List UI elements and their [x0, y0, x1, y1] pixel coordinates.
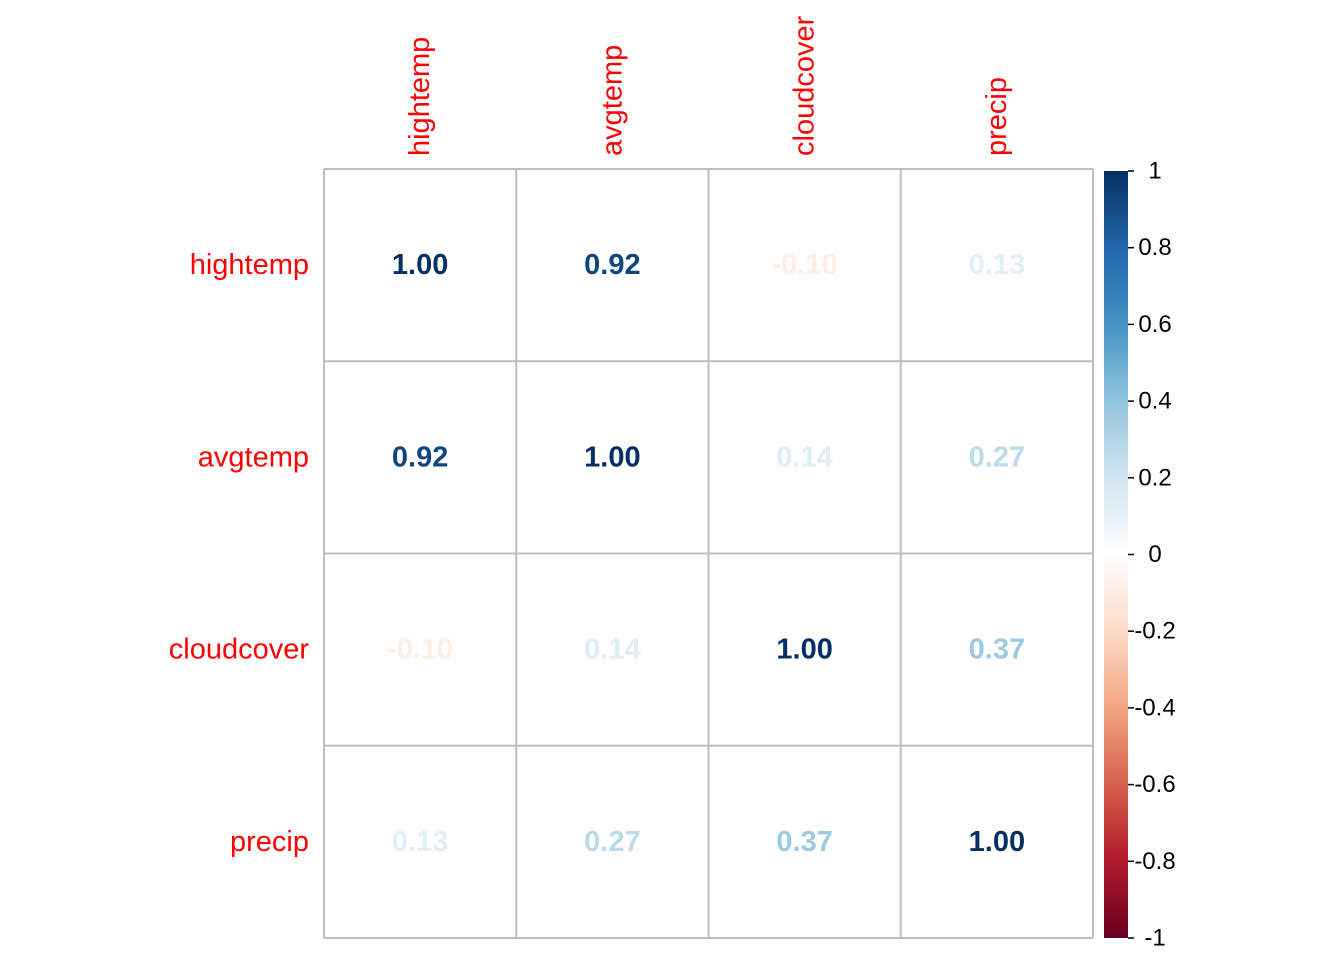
colorbar-tick-label: 0	[1148, 541, 1161, 568]
column-labels: hightemp avgtemp cloudcover precip	[404, 15, 1013, 156]
row-label: precip	[230, 826, 309, 858]
cell-value-label: 0.13	[969, 249, 1025, 281]
cell-value-label: 0.14	[776, 441, 832, 473]
cell-value-label: -0.10	[387, 634, 453, 666]
colorbar-tick-label: 1	[1148, 158, 1161, 185]
grid-lines	[323, 168, 1094, 939]
colorbar-gradient	[1104, 171, 1128, 938]
column-label: cloudcover	[789, 15, 821, 156]
colorbar-tick-label: 0.8	[1138, 234, 1171, 261]
cell-value-label: 0.37	[969, 634, 1025, 666]
colorbar-tick-label: 0.6	[1138, 311, 1171, 338]
cell-value-label: 0.92	[584, 249, 640, 281]
cell-value-label: 1.00	[584, 441, 640, 473]
colorbar-tick-label: -0.2	[1134, 618, 1175, 645]
cell-value-label: 1.00	[776, 634, 832, 666]
colorbar-tick-label: -1	[1144, 925, 1165, 952]
column-label: hightemp	[404, 37, 436, 156]
row-label: avgtemp	[198, 441, 309, 473]
row-label: hightemp	[190, 249, 309, 281]
colorbar-ticks: 1 0.8 0.6 0.4 0.2 0 -0.2 -0.4 -0.6 -0.8 -1	[1128, 158, 1176, 952]
colorbar-tick-label: -0.6	[1134, 771, 1175, 798]
cell-value-label: 0.27	[969, 441, 1025, 473]
colorbar-tick-label: 0.4	[1138, 388, 1171, 415]
column-label: avgtemp	[596, 45, 628, 156]
cell-value-label: 1.00	[392, 249, 448, 281]
cell-value-label: 0.27	[584, 826, 640, 858]
cell-value-label: -0.10	[772, 249, 838, 281]
colorbar-tick-label: -0.4	[1134, 694, 1175, 721]
cell-value-labels: 1.00 0.92 -0.10 0.13 0.92 1.00 0.14 0.27 -0.10 0.…	[387, 249, 1025, 858]
column-label: precip	[981, 77, 1013, 156]
colorbar-tick-label: 0.2	[1138, 464, 1171, 491]
row-labels: hightemp avgtemp cloudcover precip	[169, 249, 310, 858]
colorbar: 1 0.8 0.6 0.4 0.2 0 -0.2 -0.4 -0.6 -0.8 -1	[1104, 158, 1176, 952]
cell-value-label: 0.13	[392, 826, 448, 858]
cell-value-label: 0.92	[392, 441, 448, 473]
colorbar-tick-label: -0.8	[1134, 848, 1175, 875]
cell-value-label: 0.14	[584, 634, 640, 666]
row-label: cloudcover	[169, 634, 310, 666]
cell-value-label: 0.37	[776, 826, 832, 858]
cell-value-label: 1.00	[969, 826, 1025, 858]
